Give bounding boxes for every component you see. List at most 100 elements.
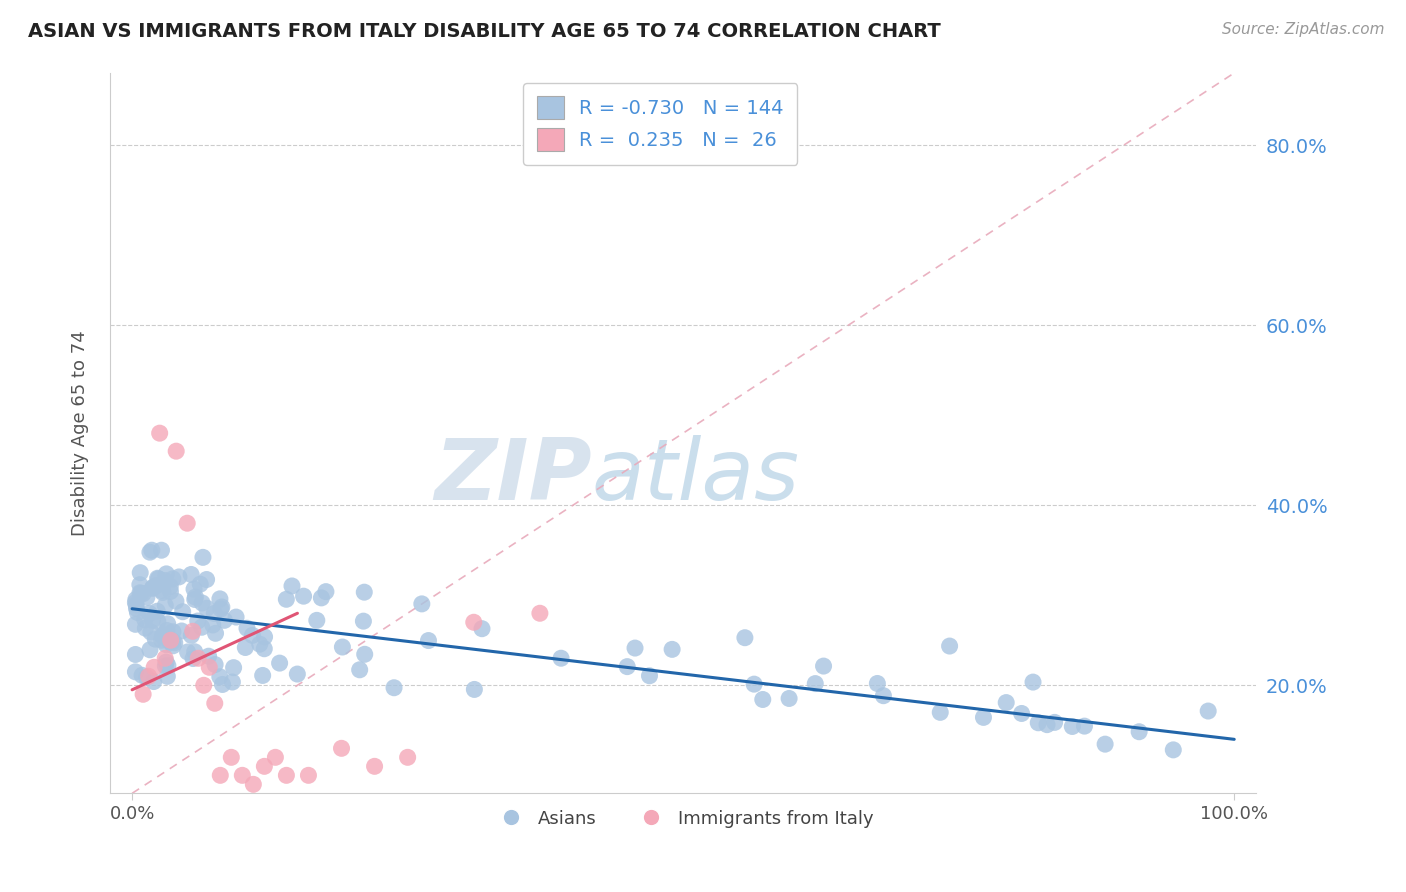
- Point: [211, 599, 233, 614]
- Point: [125, 592, 148, 607]
- Point: [353, 648, 375, 662]
- Point: [184, 590, 207, 604]
- Point: [363, 759, 385, 773]
- Point: [208, 591, 231, 606]
- Point: [156, 658, 179, 673]
- Point: [222, 660, 245, 674]
- Point: [972, 710, 994, 724]
- Text: Source: ZipAtlas.com: Source: ZipAtlas.com: [1222, 22, 1385, 37]
- Point: [938, 639, 960, 653]
- Point: [157, 634, 180, 648]
- Legend: Asians, Immigrants from Italy: Asians, Immigrants from Italy: [485, 802, 880, 835]
- Point: [929, 706, 952, 720]
- Point: [1011, 706, 1033, 721]
- Point: [176, 516, 198, 531]
- Point: [315, 584, 337, 599]
- Point: [382, 681, 405, 695]
- Point: [142, 674, 165, 689]
- Point: [1036, 717, 1059, 731]
- Point: [193, 678, 215, 692]
- Point: [253, 630, 276, 644]
- Point: [129, 586, 152, 600]
- Point: [253, 759, 276, 773]
- Point: [156, 669, 179, 683]
- Point: [1022, 675, 1045, 690]
- Point: [149, 426, 172, 441]
- Point: [188, 577, 211, 591]
- Point: [204, 696, 226, 710]
- Point: [195, 573, 218, 587]
- Point: [209, 768, 232, 782]
- Point: [156, 616, 179, 631]
- Point: [813, 659, 835, 673]
- Point: [167, 570, 190, 584]
- Point: [285, 667, 308, 681]
- Point: [225, 610, 247, 624]
- Point: [1062, 719, 1084, 733]
- Point: [995, 696, 1018, 710]
- Point: [1197, 704, 1219, 718]
- Point: [305, 613, 328, 627]
- Point: [529, 607, 551, 621]
- Point: [153, 651, 176, 665]
- Point: [187, 651, 209, 665]
- Point: [155, 599, 177, 613]
- Point: [162, 634, 184, 648]
- Point: [150, 629, 173, 643]
- Point: [184, 592, 207, 607]
- Point: [233, 640, 256, 655]
- Point: [142, 580, 165, 594]
- Point: [204, 657, 226, 672]
- Point: [236, 621, 259, 635]
- Point: [778, 691, 800, 706]
- Point: [211, 677, 233, 691]
- Point: [292, 589, 315, 603]
- Point: [138, 607, 160, 621]
- Point: [124, 648, 146, 662]
- Point: [191, 596, 214, 610]
- Point: [353, 585, 375, 599]
- Point: [150, 583, 173, 598]
- Text: ASIAN VS IMMIGRANTS FROM ITALY DISABILITY AGE 65 TO 74 CORRELATION CHART: ASIAN VS IMMIGRANTS FROM ITALY DISABILIT…: [28, 22, 941, 41]
- Point: [311, 591, 333, 605]
- Point: [418, 633, 440, 648]
- Point: [163, 636, 186, 650]
- Point: [155, 566, 177, 581]
- Point: [195, 601, 218, 615]
- Point: [349, 663, 371, 677]
- Point: [150, 633, 173, 648]
- Point: [150, 543, 173, 558]
- Point: [638, 669, 661, 683]
- Point: [209, 602, 232, 616]
- Y-axis label: Disability Age 65 to 74: Disability Age 65 to 74: [72, 330, 89, 536]
- Point: [131, 668, 153, 682]
- Point: [127, 606, 149, 620]
- Point: [153, 574, 176, 588]
- Point: [616, 659, 638, 673]
- Point: [463, 615, 485, 630]
- Point: [201, 618, 224, 632]
- Point: [276, 768, 298, 782]
- Point: [134, 613, 156, 627]
- Point: [180, 628, 202, 642]
- Point: [252, 668, 274, 682]
- Point: [129, 585, 152, 599]
- Point: [221, 675, 243, 690]
- Point: [125, 598, 148, 612]
- Point: [752, 692, 775, 706]
- Point: [139, 545, 162, 559]
- Point: [181, 651, 204, 665]
- Point: [143, 632, 166, 647]
- Point: [330, 741, 353, 756]
- Point: [276, 592, 298, 607]
- Point: [162, 572, 184, 586]
- Point: [159, 580, 181, 594]
- Point: [141, 582, 163, 596]
- Point: [297, 768, 319, 782]
- Point: [156, 624, 179, 638]
- Point: [129, 566, 152, 580]
- Point: [128, 577, 150, 591]
- Point: [124, 665, 146, 679]
- Point: [624, 641, 647, 656]
- Point: [264, 750, 287, 764]
